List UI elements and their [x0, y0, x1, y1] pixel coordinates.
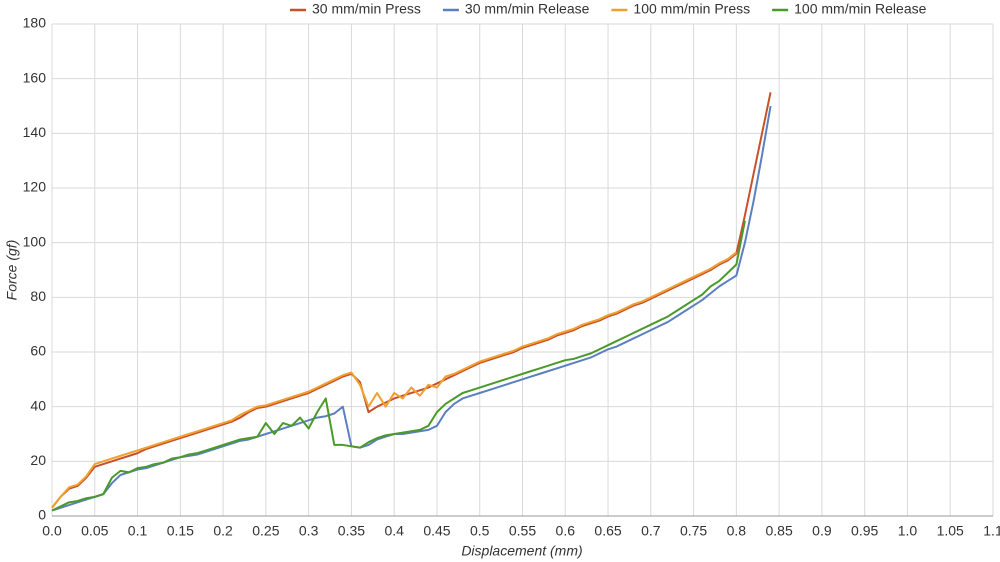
legend-label: 100 mm/min Release — [794, 1, 926, 17]
x-tick-label: 0.5 — [470, 523, 490, 539]
x-tick-label: 0.35 — [338, 523, 365, 539]
x-tick-label: 0.6 — [556, 523, 576, 539]
legend-label: 30 mm/min Press — [312, 1, 421, 17]
x-tick-label: 0.25 — [252, 523, 279, 539]
x-tick-label: 1.0 — [898, 523, 918, 539]
x-tick-label: 1.1 — [983, 523, 1000, 539]
x-tick-label: 0.7 — [641, 523, 661, 539]
x-tick-label: 0.3 — [299, 523, 319, 539]
series-line — [51, 92, 772, 509]
y-tick-label: 160 — [23, 69, 47, 85]
y-tick-label: 80 — [30, 288, 46, 304]
x-tick-label: 0.9 — [812, 523, 832, 539]
x-tick-label: 0.1 — [128, 523, 148, 539]
x-tick-label: 1.05 — [937, 523, 964, 539]
x-tick-label: 0.95 — [851, 523, 878, 539]
series-line — [51, 251, 737, 509]
x-tick-label: 0.65 — [594, 523, 621, 539]
x-tick-label: 0.45 — [423, 523, 450, 539]
x-tick-label: 0.0 — [42, 523, 62, 539]
x-tick-label: 0.15 — [167, 523, 194, 539]
y-tick-label: 140 — [23, 124, 47, 140]
x-tick-label: 0.75 — [680, 523, 707, 539]
y-tick-label: 40 — [30, 397, 46, 413]
x-tick-label: 0.85 — [766, 523, 793, 539]
y-tick-label: 180 — [23, 15, 47, 31]
y-tick-label: 120 — [23, 179, 47, 195]
x-tick-label: 0.2 — [213, 523, 233, 539]
y-tick-label: 0 — [38, 507, 46, 523]
y-axis-title: Force (gf) — [4, 240, 20, 301]
y-tick-label: 100 — [23, 233, 47, 249]
x-tick-label: 0.4 — [384, 523, 404, 539]
x-tick-label: 0.8 — [727, 523, 747, 539]
x-tick-label: 0.05 — [81, 523, 108, 539]
y-tick-label: 60 — [30, 343, 46, 359]
x-axis-title: Displacement (mm) — [461, 543, 582, 559]
legend-label: 30 mm/min Release — [465, 1, 590, 17]
y-tick-label: 20 — [30, 452, 46, 468]
series-line — [51, 220, 746, 512]
series-line — [51, 105, 772, 512]
legend-label: 100 mm/min Press — [633, 1, 750, 17]
x-tick-label: 0.55 — [509, 523, 536, 539]
